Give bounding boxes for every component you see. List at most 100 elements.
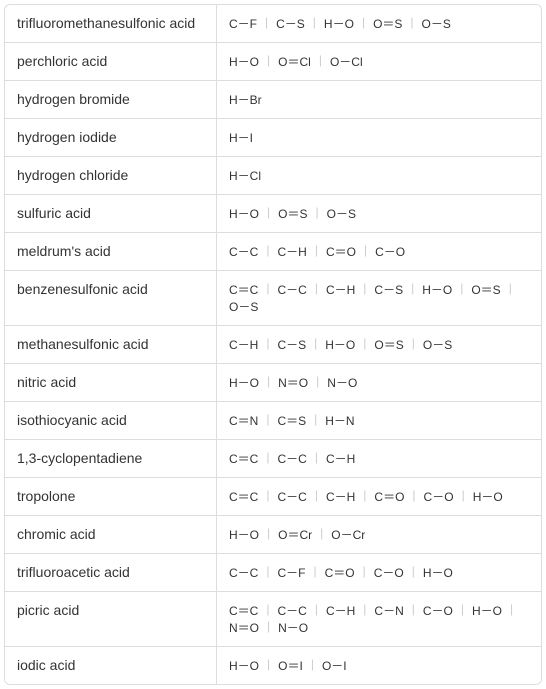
bond-label: H－O xyxy=(229,526,259,543)
bond-separator: | xyxy=(316,374,319,388)
bond-separator: | xyxy=(266,450,269,464)
bond-separator: | xyxy=(266,336,269,350)
bond-separator: | xyxy=(412,602,415,616)
bond-separator: | xyxy=(315,602,318,616)
bond-label: C－C xyxy=(229,243,258,260)
bond-separator: | xyxy=(315,205,318,219)
table-row: trifluoromethanesulfonic acid C－F | C－S | H－O… xyxy=(5,5,541,43)
bond-label: C＝C xyxy=(229,488,258,505)
bond-label: O＝S xyxy=(373,15,402,32)
bond-label: C－H xyxy=(326,450,355,467)
bond-label: H－O xyxy=(229,205,259,222)
bond-label: O＝Cl xyxy=(278,53,311,70)
table-row: perchloric acidH－O|O＝Cl|O－Cl xyxy=(5,43,541,81)
bond-separator: | xyxy=(266,488,269,502)
bond-label: C－O xyxy=(423,602,453,619)
table-row: iodic acidH－O|O＝I|O－I xyxy=(5,647,541,684)
table-row: benzenesulfonic acidC＝C|C－C|C－H|C－S|H－O|… xyxy=(5,271,541,326)
bond-separator: | xyxy=(267,657,270,671)
compound-name: perchloric acid xyxy=(5,43,217,80)
bond-label: H－I xyxy=(229,129,253,146)
bond-label: C－S xyxy=(276,15,305,32)
bonds-cell: H－Cl xyxy=(217,157,541,194)
bond-label: C＝O xyxy=(325,564,355,581)
bond-label: C＝C xyxy=(229,602,258,619)
bond-label: H－O xyxy=(324,15,354,32)
bonds-cell: H－O|O＝Cl|O－Cl xyxy=(217,43,541,80)
table-row: picric acidC＝C|C－C|C－H|C－N|C－O|H－O|N＝O|N… xyxy=(5,592,541,647)
table-row: 1,3-cyclopentadieneC＝C|C－C|C－H xyxy=(5,440,541,478)
bond-label: O－S xyxy=(229,298,258,315)
bond-separator: | xyxy=(313,564,316,578)
bond-label: C－C xyxy=(229,564,258,581)
bond-label: N＝O xyxy=(229,619,259,636)
bond-label: C－F xyxy=(229,15,257,32)
bonds-cell: C－C|C－F|C＝O|C－O|H－O xyxy=(217,554,541,591)
bond-label: H－Br xyxy=(229,91,262,108)
bond-label: H－O xyxy=(325,336,355,353)
compound-name: meldrum's acid xyxy=(5,233,217,270)
table-row: meldrum's acidC－C|C－H|C＝O|C－O xyxy=(5,233,541,271)
bond-label: C－C xyxy=(277,602,306,619)
bonds-cell: C＝C|C－C|C－H|C＝O|C－O|H－O xyxy=(217,478,541,515)
bond-separator: | xyxy=(412,336,415,350)
table-row: hydrogen chlorideH－Cl xyxy=(5,157,541,195)
bond-separator: | xyxy=(411,281,414,295)
bond-separator: | xyxy=(267,205,270,219)
bond-separator: | xyxy=(362,15,365,29)
bonds-cell: C＝C|C－C|C－H|C－S|H－O|O＝S|O－S xyxy=(217,271,541,325)
bond-label: O＝S xyxy=(278,205,307,222)
bond-separator: | xyxy=(267,619,270,633)
bond-separator: | xyxy=(363,281,366,295)
bond-separator: | xyxy=(412,488,415,502)
bond-label: C－O xyxy=(375,243,405,260)
bond-separator: | xyxy=(410,15,413,29)
bond-label: N－O xyxy=(278,619,308,636)
compound-name: trifluoromethanesulfonic acid xyxy=(5,5,217,42)
bond-label: C＝O xyxy=(374,488,404,505)
bond-label: N＝O xyxy=(278,374,308,391)
bond-label: O－S xyxy=(423,336,452,353)
bond-label: H－O xyxy=(229,53,259,70)
bond-separator: | xyxy=(266,281,269,295)
table-row: sulfuric acidH－O|O＝S|O－S xyxy=(5,195,541,233)
bond-label: O＝S xyxy=(374,336,403,353)
table-row: isothiocyanic acidC＝N|C＝S|H－N xyxy=(5,402,541,440)
bond-separator: | xyxy=(314,336,317,350)
bonds-cell: H－Br xyxy=(217,81,541,118)
bond-separator: | xyxy=(460,281,463,295)
bond-label: O＝I xyxy=(278,657,303,674)
bond-separator: | xyxy=(363,336,366,350)
bond-label: C－C xyxy=(277,488,306,505)
bonds-cell: C－H|C－S|H－O|O＝S|O－S xyxy=(217,326,541,363)
bonds-cell: C＝N|C＝S|H－N xyxy=(217,402,541,439)
bond-separator: | xyxy=(311,657,314,671)
compound-name: chromic acid xyxy=(5,516,217,553)
table-row: chromic acidH－O|O＝Cr|O－Cr xyxy=(5,516,541,554)
compound-name: iodic acid xyxy=(5,647,217,684)
table-row: trifluoroacetic acidC－C|C－F|C＝O|C－O|H－O xyxy=(5,554,541,592)
bond-label: C－H xyxy=(326,488,355,505)
bonds-cell: C＝C|C－C|C－H|C－N|C－O|H－O|N＝O|N－O xyxy=(217,592,541,646)
bond-label: H－O xyxy=(229,657,259,674)
compound-name: hydrogen bromide xyxy=(5,81,217,118)
bond-separator: | xyxy=(315,281,318,295)
bond-label: H－O xyxy=(229,374,259,391)
bond-label: C－N xyxy=(374,602,403,619)
bond-label: C－S xyxy=(374,281,403,298)
bond-label: C＝N xyxy=(229,412,258,429)
compound-name: nitric acid xyxy=(5,364,217,401)
bond-label: O－Cl xyxy=(330,53,363,70)
bond-label: H－O xyxy=(422,281,452,298)
bond-label: H－N xyxy=(325,412,354,429)
bond-separator: | xyxy=(267,526,270,540)
bond-label: C－C xyxy=(277,450,306,467)
bond-separator: | xyxy=(315,488,318,502)
bond-separator: | xyxy=(267,374,270,388)
bonds-table: trifluoromethanesulfonic acidC－F|C－S|H－O… xyxy=(4,4,542,685)
bond-separator: | xyxy=(461,602,464,616)
bond-label: H－Cl xyxy=(229,167,261,184)
bond-label: N－O xyxy=(327,374,357,391)
bonds-cell: H－O | N＝O | N－O xyxy=(217,364,541,401)
bond-separator: | xyxy=(265,15,268,29)
